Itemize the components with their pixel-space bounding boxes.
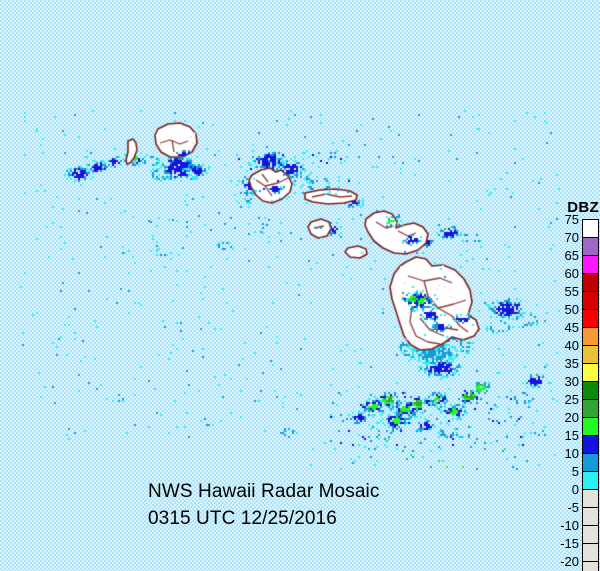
- colorbar-tick-label: 0: [571, 482, 579, 497]
- colorbar-swatch: [582, 489, 599, 507]
- colorbar-tick-label: 75: [564, 212, 579, 227]
- colorbar-entry: 55: [562, 285, 600, 309]
- colorbar-entry: 50: [562, 303, 600, 327]
- colorbar-swatch: [582, 561, 599, 571]
- colorbar-tick-label: 25: [564, 392, 579, 407]
- colorbar-swatch: [582, 399, 599, 417]
- colorbar-swatch: [582, 345, 599, 363]
- colorbar-tick-label: -20: [560, 554, 579, 569]
- colorbar-rows: 75 70 65 60 55 50 45 40 35 30 25 20 15 10 5 0 -5 -10 -15 -2…: [560, 213, 600, 571]
- colorbar-swatch: [582, 417, 599, 435]
- dbz-colorbar: DBZ 75 70 65 60 55 50 45 40 35 30 25 20 15 10 5 0 -5 -10-…: [560, 199, 600, 571]
- colorbar-swatch: [582, 219, 599, 237]
- colorbar-swatch: [582, 363, 599, 381]
- colorbar-swatch: [582, 471, 599, 489]
- colorbar-swatch: [582, 291, 599, 309]
- colorbar-entry: -20: [560, 555, 600, 571]
- colorbar-entry: 35: [562, 357, 600, 381]
- colorbar-swatch: [582, 525, 599, 543]
- colorbar-swatch: [582, 309, 599, 327]
- colorbar-entry: 5: [562, 465, 600, 489]
- colorbar-tick-label: -15: [560, 536, 579, 551]
- product-timestamp: 0315 UTC 12/25/2016: [148, 508, 337, 529]
- colorbar-entry: 0: [562, 483, 600, 507]
- colorbar-swatch: [582, 255, 599, 273]
- product-title-block: NWS Hawaii Radar Mosaic 0315 UTC 12/25/2…: [148, 478, 379, 532]
- colorbar-entry: 75: [562, 213, 600, 237]
- product-title-line1: NWS Hawaii Radar Mosaic: [148, 481, 380, 502]
- colorbar-entry: 65: [562, 249, 600, 273]
- colorbar-tick-label: 35: [564, 356, 579, 371]
- colorbar-tick-label: 20: [564, 410, 579, 425]
- colorbar-tick-label: 70: [564, 230, 579, 245]
- colorbar-swatch: [582, 381, 599, 399]
- colorbar-tick-label: 5: [571, 464, 579, 479]
- colorbar-entry: 70: [562, 231, 600, 255]
- colorbar-entry: 20: [562, 411, 600, 435]
- colorbar-entry: 40: [562, 339, 600, 363]
- colorbar-entry: 60: [562, 267, 600, 291]
- colorbar-tick-label: -10: [560, 518, 579, 533]
- colorbar-tick-label: 10: [564, 446, 579, 461]
- colorbar-swatch: [582, 237, 599, 255]
- colorbar-entry: -5: [562, 501, 600, 525]
- colorbar-tick-label: 30: [564, 374, 579, 389]
- colorbar-tick-label: 60: [564, 266, 579, 281]
- colorbar-tick-label: -5: [567, 500, 579, 515]
- colorbar-entry: -15: [560, 537, 600, 561]
- colorbar-swatch: [582, 543, 599, 561]
- colorbar-swatch: [582, 273, 599, 291]
- colorbar-tick-label: 65: [564, 248, 579, 263]
- colorbar-swatch: [582, 435, 599, 453]
- colorbar-tick-label: 15: [564, 428, 579, 443]
- colorbar-title: DBZ: [567, 199, 599, 216]
- colorbar-tick-label: 45: [564, 320, 579, 335]
- colorbar-tick-label: 40: [564, 338, 579, 353]
- colorbar-entry: 25: [562, 393, 600, 417]
- colorbar-tick-label: 50: [564, 302, 579, 317]
- colorbar-entry: 15: [562, 429, 600, 453]
- colorbar-swatch: [582, 507, 599, 525]
- colorbar-swatch: [582, 453, 599, 471]
- colorbar-swatch: [582, 327, 599, 345]
- colorbar-entry: 45: [562, 321, 600, 345]
- colorbar-tick-label: 55: [564, 284, 579, 299]
- colorbar-entry: 30: [562, 375, 600, 399]
- colorbar-entry: 10: [562, 447, 600, 471]
- colorbar-entry: -10: [560, 519, 600, 543]
